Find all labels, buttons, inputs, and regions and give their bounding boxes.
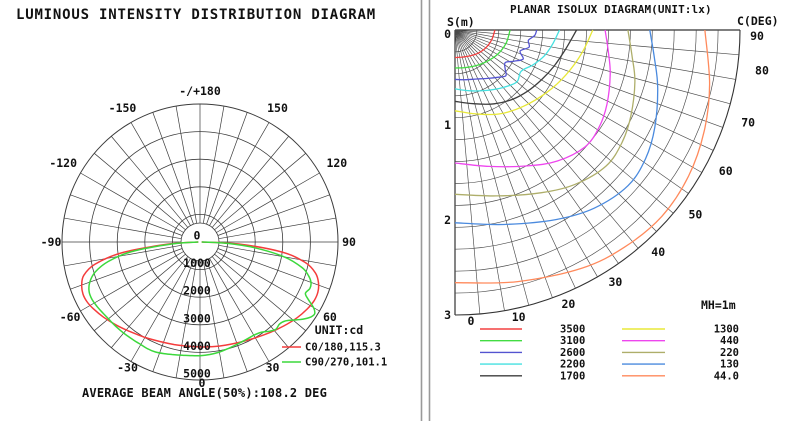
polar-radial-label-1000: 1000 [183,256,211,270]
isolux-grid [454,29,741,316]
isolux-contours [454,29,711,284]
polar-angle-label--120: -120 [49,156,77,170]
polar-angle-label--60: -60 [60,310,81,324]
mounting-height-label: MH=1m [701,298,736,312]
s-axis-tick-0: 0 [444,27,451,41]
polar-radial-label-0: 0 [194,229,201,243]
polar-angle-label--+180: -/+180 [179,84,221,98]
polar-angle-label--90: -90 [41,235,62,249]
left-legend-unit-label: UNIT:cd [315,323,364,337]
panel-divider [420,0,431,421]
isolux-legend-value-3100: 3100 [560,335,585,347]
s-axis-tick-1: 1 [444,118,451,132]
legend-series-label-0: C0/180,115.3 [305,342,381,354]
legend-series-label-1: C90/270,101.1 [305,357,387,369]
isolux-contour-130 [454,29,659,226]
c-angle-tick-70: 70 [741,115,755,129]
polar-radial-label-4000: 4000 [183,339,211,353]
c-angle-tick-0: 0 [468,314,475,328]
s-axis-tick-2: 2 [444,213,451,227]
isolux-legend-value-440: 440 [720,335,739,347]
polar-radial-label-2000: 2000 [183,284,211,298]
isolux-legend-value-1700: 1700 [560,370,585,382]
isolux-contour-3500 [454,29,496,59]
intensity-curve-c90-270 [88,241,316,357]
isolux-contour-2600 [454,29,538,81]
isolux-contour-3100 [454,29,511,69]
isolux-contour-220 [454,29,636,197]
polar-angle-label-150: 150 [267,101,288,115]
intensity-labels: -/+180 150 120 90 60 30 0 -30 -60 -90 -120 -150 0 100… [41,84,356,390]
intensity-curves [80,241,320,357]
intensity-legend: C0/180,115.3 C90/270,101.1 [282,342,387,369]
isolux-legend-value-2200: 2200 [560,359,585,371]
polar-radial-label-5000: 5000 [183,367,211,381]
isolux-contour-440 [454,29,611,168]
c-angle-tick-30: 30 [609,275,623,289]
polar-radial-label-3000: 3000 [183,311,211,325]
isolux-contour-1300 [454,29,594,116]
average-beam-angle-label: AVERAGE BEAM ANGLE(50%):108.2 DEG [82,386,327,400]
isolux-legend-value-44.0: 44.0 [714,370,739,382]
polar-angle-label-0: 0 [199,376,206,390]
isolux-legend-value-3500: 3500 [560,324,585,336]
polar-angle-label-30: 30 [266,361,280,375]
polar-angle-label--30: -30 [117,361,138,375]
c-angle-tick-50: 50 [688,207,702,221]
c-angle-tick-20: 20 [561,297,575,311]
isolux-contour-2200 [454,29,561,92]
isolux-legend-value-220: 220 [720,347,739,359]
polar-angle-label-60: 60 [323,310,337,324]
right-chart-title: PLANAR ISOLUX DIAGRAM(UNIT:lx) [510,3,712,16]
c-angle-tick-40: 40 [651,245,665,259]
intensity-curve-c0-180 [80,241,320,348]
c-angle-tick-90: 90 [750,29,764,43]
s-axis-label: S(m) [447,15,475,29]
isolux-legend-value-130: 130 [720,359,739,371]
polar-angle-label-120: 120 [326,156,347,170]
isolux-contour-44.0 [454,29,711,284]
c-axis-label: C(DEG) [737,14,779,28]
intensity-polar-grid [61,103,339,381]
polar-angle-label--150: -150 [109,101,137,115]
c-angle-tick-80: 80 [755,63,769,77]
isolux-contour-1700 [454,29,578,105]
c-angle-tick-10: 10 [512,310,526,324]
isolux-legend-value-1300: 1300 [714,324,739,336]
s-axis-tick-3: 3 [444,308,451,322]
isolux-legend-value-2600: 2600 [560,347,585,359]
left-chart-title: LUMINOUS INTENSITY DISTRIBUTION DIAGRAM [16,7,376,23]
polar-angle-label-90: 90 [342,235,356,249]
c-angle-tick-60: 60 [719,164,733,178]
